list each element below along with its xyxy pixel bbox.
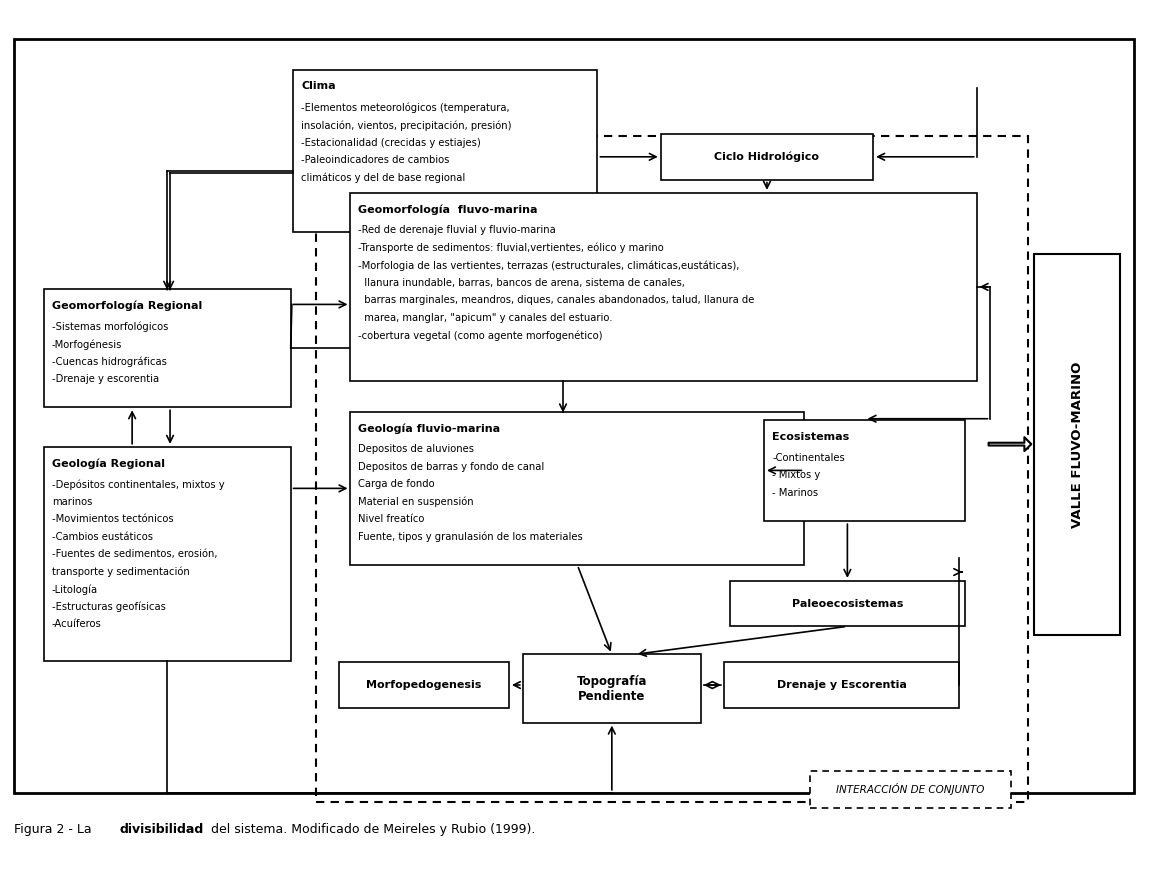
Text: transporte y sedimentación: transporte y sedimentación — [52, 567, 190, 577]
Bar — [44, 447, 291, 661]
Bar — [810, 771, 1011, 808]
Text: Ecosistemas: Ecosistemas — [772, 432, 849, 442]
Text: Depositos de barras y fondo de canal: Depositos de barras y fondo de canal — [358, 462, 545, 471]
Bar — [350, 193, 977, 381]
Bar — [764, 420, 965, 521]
Text: barras marginales, meandros, diques, canales abandonados, talud, llanura de: barras marginales, meandros, diques, can… — [358, 295, 755, 305]
Bar — [339, 662, 509, 708]
Text: Carga de fondo: Carga de fondo — [358, 479, 435, 489]
Text: - Marinos: - Marinos — [772, 488, 818, 498]
Text: Geomorfología  fluvo-marina: Geomorfología fluvo-marina — [358, 204, 538, 215]
Text: divisibilidad: divisibilidad — [119, 823, 203, 837]
Text: VALLE FLUVO-MARINO: VALLE FLUVO-MARINO — [1071, 362, 1084, 527]
Text: Drenaje y Escorentia: Drenaje y Escorentia — [777, 680, 907, 690]
Text: Depositos de aluviones: Depositos de aluviones — [358, 444, 475, 454]
Text: insolación, vientos, precipitación, presión): insolación, vientos, precipitación, pres… — [301, 120, 511, 131]
Bar — [293, 70, 597, 232]
Text: climáticos y del de base regional: climáticos y del de base regional — [301, 173, 465, 183]
Text: -Cambios eustáticos: -Cambios eustáticos — [52, 532, 153, 541]
Text: Nivel freatíco: Nivel freatíco — [358, 514, 425, 524]
Text: marea, manglar, "apicum" y canales del estuario.: marea, manglar, "apicum" y canales del e… — [358, 313, 612, 322]
Text: Fuente, tipos y granulasión de los materiales: Fuente, tipos y granulasión de los mater… — [358, 532, 584, 542]
Bar — [661, 134, 873, 180]
Text: -Morfogénesis: -Morfogénesis — [52, 339, 122, 350]
Text: -Transporte de sedimentos: fluvial,vertientes, eólico y marino: -Transporte de sedimentos: fluvial,verti… — [358, 243, 664, 253]
Bar — [44, 289, 291, 407]
Text: INTERACCIÓN DE CONJUNTO: INTERACCIÓN DE CONJUNTO — [836, 783, 985, 795]
Text: Clima: Clima — [301, 81, 336, 91]
Bar — [523, 654, 701, 723]
Bar — [1034, 254, 1120, 635]
Text: -Cuencas hidrográficas: -Cuencas hidrográficas — [52, 357, 167, 367]
Text: -Acuíferos: -Acuíferos — [52, 619, 101, 629]
Text: -Litología: -Litología — [52, 584, 98, 595]
Text: -Sistemas morfológicos: -Sistemas morfológicos — [52, 321, 168, 332]
Text: Material en suspensión: Material en suspensión — [358, 497, 475, 507]
Text: -Estructuras geofísicas: -Estructuras geofísicas — [52, 602, 165, 612]
Text: -Drenaje y escorentia: -Drenaje y escorentia — [52, 374, 159, 384]
Text: -Fuentes de sedimentos, erosión,: -Fuentes de sedimentos, erosión, — [52, 549, 217, 559]
Bar — [724, 662, 959, 708]
Text: Figura 2 - La: Figura 2 - La — [14, 823, 95, 837]
Text: del sistema. Modificado de Meireles y Rubio (1999).: del sistema. Modificado de Meireles y Ru… — [207, 823, 535, 837]
Text: Geología fluvio-marina: Geología fluvio-marina — [358, 423, 501, 434]
Text: Paleoecosistemas: Paleoecosistemas — [792, 598, 903, 609]
Text: -Morfologia de las vertientes, terrazas (estructurales, climáticas,eustáticas),: -Morfologia de las vertientes, terrazas … — [358, 260, 740, 271]
Bar — [14, 39, 1134, 793]
Bar — [350, 412, 804, 565]
Text: -Depósitos continentales, mixtos y: -Depósitos continentales, mixtos y — [52, 479, 224, 490]
Text: -Continentales: -Continentales — [772, 453, 845, 463]
Bar — [730, 581, 965, 626]
Text: -Estacionalidad (crecidas y estiajes): -Estacionalidad (crecidas y estiajes) — [301, 138, 480, 147]
Bar — [316, 136, 1028, 802]
Text: Morfopedogenesis: Morfopedogenesis — [367, 680, 481, 690]
Text: - Mixtos y: - Mixtos y — [772, 470, 820, 480]
Text: Ciclo Hidrológico: Ciclo Hidrológico — [715, 152, 819, 162]
Text: -Movimientos tectónicos: -Movimientos tectónicos — [52, 514, 173, 524]
Text: -Paleoindicadores de cambios: -Paleoindicadores de cambios — [301, 155, 449, 165]
Text: -Red de derenaje fluvial y fluvio-marina: -Red de derenaje fluvial y fluvio-marina — [358, 225, 556, 235]
Text: marinos: marinos — [52, 497, 92, 506]
Text: Topografía
Pendiente: Topografía Pendiente — [577, 675, 647, 703]
Text: Geología Regional: Geología Regional — [52, 458, 164, 469]
Text: Geomorfología Regional: Geomorfología Regional — [52, 300, 202, 311]
Text: -cobertura vegetal (como agente morfogenético): -cobertura vegetal (como agente morfogen… — [358, 330, 603, 341]
Text: llanura inundable, barras, bancos de arena, sistema de canales,: llanura inundable, barras, bancos de are… — [358, 278, 685, 287]
Text: -Elementos meteorológicos (temperatura,: -Elementos meteorológicos (temperatura, — [301, 102, 510, 113]
